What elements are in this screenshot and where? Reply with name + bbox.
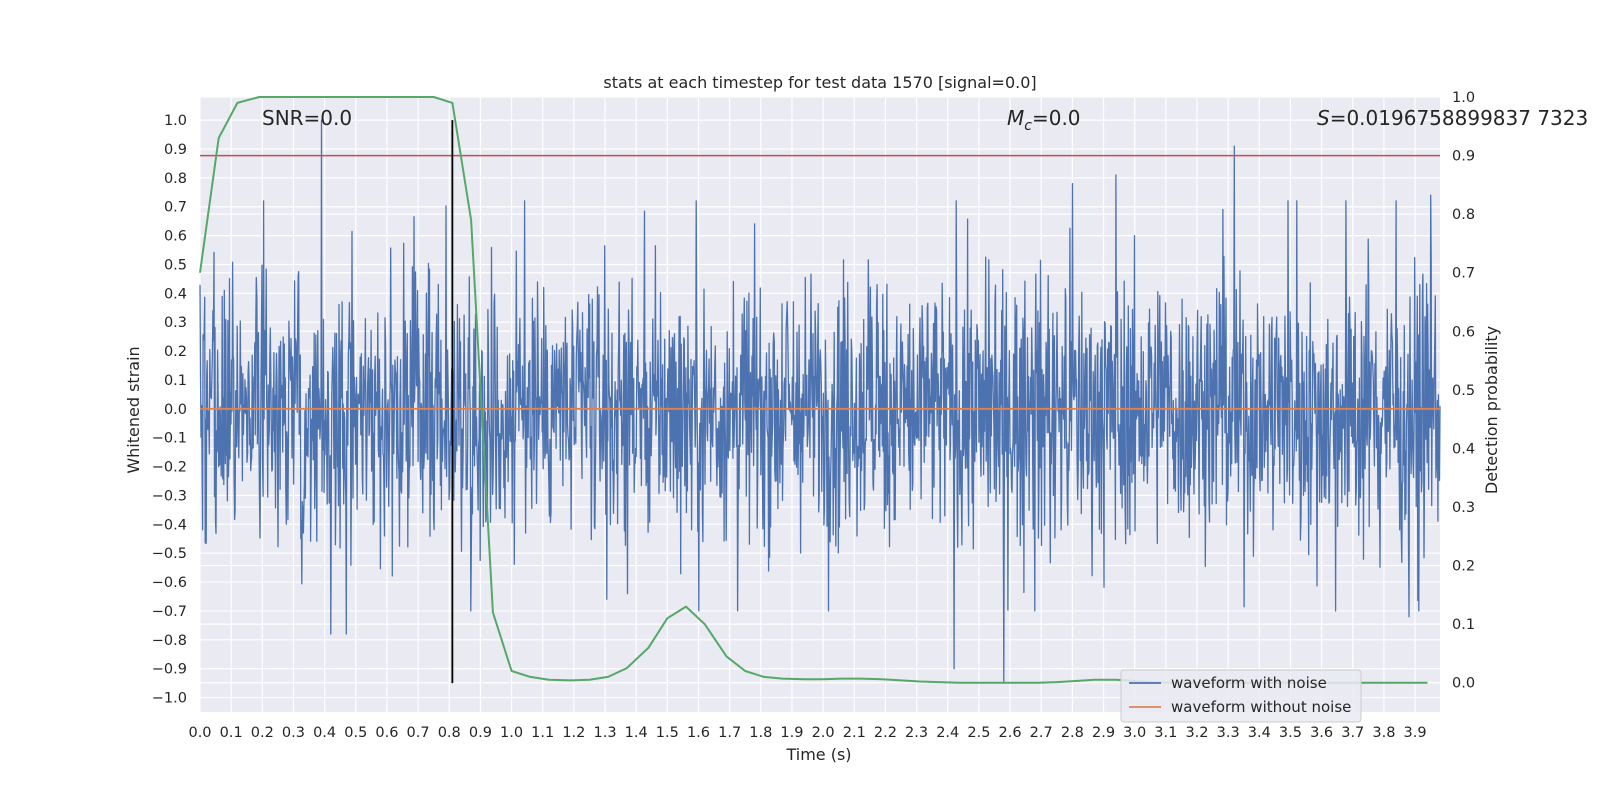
y-axis-left-label: Whitened strain xyxy=(124,346,143,473)
y-tick-label-right: 0.6 xyxy=(1452,324,1475,340)
x-tick-label: 2.1 xyxy=(843,725,866,741)
y-tick-label-left: 0.1 xyxy=(164,373,187,389)
x-tick-label: 0.6 xyxy=(375,725,398,741)
x-tick-label: 1.5 xyxy=(656,725,679,741)
x-tick-label: 1.8 xyxy=(749,725,772,741)
x-tick-label: 2.4 xyxy=(936,725,959,741)
x-tick-label: 2.6 xyxy=(999,725,1022,741)
waveform-with-noise-line xyxy=(199,119,1441,684)
legend: waveform with noise waveform without noi… xyxy=(1120,669,1362,723)
x-tick-label: 0.8 xyxy=(438,725,461,741)
s-symbol: S xyxy=(1317,106,1330,130)
y-tick-label-left: −0.6 xyxy=(152,575,187,591)
s-annotation: S=0.0196758899837 7323 xyxy=(1317,106,1588,130)
x-tick-label: 0.7 xyxy=(407,725,430,741)
y-tick-label-left: 0.9 xyxy=(164,142,187,158)
y-tick-label-left: 0.6 xyxy=(164,229,187,245)
x-axis-label: Time (s) xyxy=(785,745,851,764)
mc-annotation: Mc=0.0 xyxy=(1007,106,1081,134)
y-tick-label-left: 0.2 xyxy=(164,344,187,360)
y-tick-label-left: 1.0 xyxy=(164,113,187,129)
y-tick-label-left: −0.5 xyxy=(152,546,187,562)
x-tick-label: 1.0 xyxy=(500,725,523,741)
x-tick-label: 1.6 xyxy=(687,725,710,741)
y-tick-label-left: −0.9 xyxy=(152,662,187,678)
s-value: =0.0196758899837 7323 xyxy=(1330,106,1589,130)
x-tick-label: 0.1 xyxy=(220,725,243,741)
x-tick-label: 2.0 xyxy=(812,725,835,741)
x-tick-label: 3.4 xyxy=(1248,725,1271,741)
y-axis-right-label: Detection probability xyxy=(1482,326,1501,494)
y-axis-right-ticks: 1.0 0.9 0.8 0.7 0.6 0.5 0.4 0.3 0.2 0.1 0.0 xyxy=(1452,90,1475,692)
x-tick-label: 0.3 xyxy=(282,725,305,741)
x-tick-label: 0.0 xyxy=(188,725,211,741)
y-tick-label-left: 0.0 xyxy=(164,402,187,418)
x-tick-label: 1.1 xyxy=(531,725,554,741)
x-tick-label: 1.4 xyxy=(625,725,648,741)
x-tick-label: 3.0 xyxy=(1123,725,1146,741)
y-tick-label-right: 0.0 xyxy=(1452,676,1475,692)
x-tick-label: 3.6 xyxy=(1310,725,1333,741)
y-tick-label-left: −0.4 xyxy=(152,517,187,533)
x-tick-label: 0.4 xyxy=(313,725,336,741)
chart-title: stats at each timestep for test data 157… xyxy=(603,73,1036,92)
mc-symbol: M xyxy=(1007,106,1024,130)
y-tick-label-right: 0.4 xyxy=(1452,441,1475,457)
mc-value: =0.0 xyxy=(1032,106,1081,130)
legend-label-noise: waveform with noise xyxy=(1171,674,1327,692)
y-tick-label-left: −0.1 xyxy=(152,431,187,447)
y-tick-label-right: 1.0 xyxy=(1452,90,1475,106)
x-tick-label: 3.8 xyxy=(1372,725,1395,741)
x-tick-label: 2.5 xyxy=(967,725,990,741)
y-tick-label-right: 0.7 xyxy=(1452,266,1475,282)
y-tick-label-left: −0.7 xyxy=(152,604,187,620)
y-tick-label-left: −1.0 xyxy=(152,691,187,707)
y-tick-label-left: 0.5 xyxy=(164,257,187,273)
x-tick-label: 2.3 xyxy=(905,725,928,741)
y-tick-label-right: 0.8 xyxy=(1452,207,1475,223)
mc-subscript: c xyxy=(1024,118,1032,134)
x-tick-label: 2.2 xyxy=(874,725,897,741)
snr-annotation: SNR=0.0 xyxy=(262,106,352,130)
y-axis-left-ticks: 1.0 0.9 0.8 0.7 0.6 0.5 0.4 0.3 0.2 0.1 0.0 −0.1 −0.… xyxy=(152,113,187,706)
y-tick-label-right: 0.5 xyxy=(1452,383,1475,399)
x-tick-label: 1.7 xyxy=(718,725,741,741)
y-tick-label-left: 0.3 xyxy=(164,315,187,331)
x-tick-label: 3.1 xyxy=(1154,725,1177,741)
x-tick-label: 3.3 xyxy=(1217,725,1240,741)
x-tick-label: 1.2 xyxy=(562,725,585,741)
x-tick-label: 3.7 xyxy=(1341,725,1364,741)
x-axis-ticks: 0.0 0.1 0.2 0.3 0.4 0.5 0.6 0.7 0.8 0.9 1.0 1.1 1.2 1… xyxy=(188,725,1426,741)
y-tick-label-right: 0.9 xyxy=(1452,149,1475,165)
y-tick-label-left: 0.4 xyxy=(164,286,187,302)
y-tick-label-right: 0.3 xyxy=(1452,500,1475,516)
y-tick-label-left: −0.3 xyxy=(152,488,187,504)
x-tick-label: 3.5 xyxy=(1279,725,1302,741)
x-tick-label: 1.3 xyxy=(593,725,616,741)
legend-label-clean: waveform without noise xyxy=(1171,698,1351,716)
y-tick-label-right: 0.2 xyxy=(1452,559,1475,575)
y-tick-label-left: 0.8 xyxy=(164,171,187,187)
legend-box xyxy=(1120,669,1362,723)
x-tick-label: 3.2 xyxy=(1185,725,1208,741)
x-tick-label: 2.7 xyxy=(1030,725,1053,741)
y-tick-label-right: 0.1 xyxy=(1452,617,1475,633)
x-tick-label: 0.5 xyxy=(344,725,367,741)
x-tick-label: 3.9 xyxy=(1404,725,1427,741)
y-tick-label-left: −0.8 xyxy=(152,633,187,649)
x-tick-label: 0.9 xyxy=(469,725,492,741)
x-tick-label: 2.8 xyxy=(1061,725,1084,741)
y-tick-label-left: 0.7 xyxy=(164,200,187,216)
x-tick-label: 1.9 xyxy=(780,725,803,741)
series-waveform-with-noise xyxy=(199,119,1441,684)
x-tick-label: 2.9 xyxy=(1092,725,1115,741)
y-tick-label-left: −0.2 xyxy=(152,460,187,476)
x-tick-label: 0.2 xyxy=(251,725,274,741)
